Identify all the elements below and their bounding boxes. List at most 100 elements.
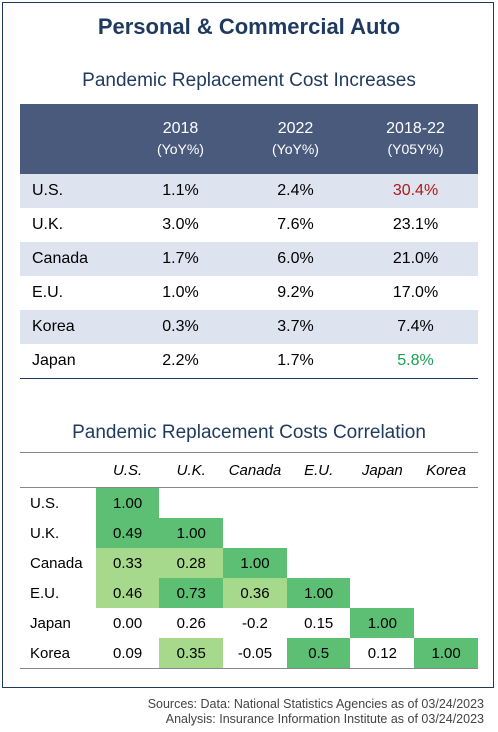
corr-cell: 0.49: [95, 518, 160, 548]
value-cell: 6.0%: [238, 242, 353, 276]
table1-header-2022: 2022 (YoY%): [238, 104, 353, 174]
value-cell: 1.7%: [123, 242, 238, 276]
row-label: E.U.: [30, 584, 60, 602]
corr-cell: [350, 518, 414, 548]
col-header: Canada: [223, 452, 287, 488]
header-label: 2022: [277, 120, 314, 137]
col-header: U.K.: [159, 452, 224, 488]
col-header: Japan: [350, 452, 415, 488]
corr-cell: 1.00: [223, 548, 287, 578]
corr-cell: [414, 608, 478, 638]
table1-header-row: 2018 (YoY%) 2022 (YoY%) 2018-22 (Y05Y%): [20, 104, 478, 174]
corr-cell: [287, 488, 351, 519]
corr-cell: 0.12: [350, 638, 415, 669]
header-sub: (YoY%): [157, 141, 204, 157]
corr-cell: 0.00: [113, 614, 143, 632]
value-cell-highlight: 30.4%: [353, 174, 478, 208]
table2-row-canada: Canada 0.33 0.28 1.00: [20, 548, 478, 578]
table2-row-korea: Korea 0.09 0.35 -0.05 0.5 0.12 1.00: [20, 638, 478, 669]
country-cell: U.S.: [20, 174, 123, 208]
row-label: U.K.: [30, 524, 60, 542]
corr-cell: [414, 518, 478, 548]
value-cell: 1.1%: [123, 174, 238, 208]
col-header: E.U.: [286, 452, 351, 488]
header-sub: (Y05Y%): [387, 141, 444, 157]
corr-cell: [350, 548, 414, 578]
table2-row-japan: Japan 0.00 0.26 -0.2 0.15 1.00: [20, 608, 478, 638]
corr-cell: 0.73: [159, 578, 224, 608]
value-cell: 9.2%: [277, 284, 314, 301]
table1-header-2018: 2018 (YoY%): [123, 104, 238, 174]
table1-header-empty: [20, 104, 123, 174]
table2-header-empty: [20, 452, 96, 488]
col-header: U.S.: [95, 452, 160, 488]
country-cell: Korea: [20, 310, 123, 344]
corr-cell: [350, 488, 414, 519]
value-cell: 2.2%: [123, 344, 238, 379]
value-cell: 1.0%: [162, 284, 199, 301]
table1-row-canada: Canada 1.7% 6.0% 21.0%: [20, 242, 478, 276]
corr-cell: [414, 548, 478, 578]
corr-cell: [159, 488, 223, 519]
correlation-table: U.S. U.K. Canada E.U. Japan Korea U.S. 1…: [20, 452, 478, 669]
row-label: Canada: [30, 554, 83, 572]
corr-cell: -0.2: [242, 614, 268, 632]
table1-row-japan: Japan 2.2% 1.7% 5.8%: [20, 344, 478, 379]
corr-cell: [287, 548, 351, 578]
corr-cell: [414, 488, 478, 519]
country-cell: E.U.: [32, 284, 64, 301]
table2-title: Pandemic Replacement Costs Correlation: [72, 422, 426, 443]
table1-row-uk: U.K. 3.0% 7.6% 23.1%: [20, 208, 478, 242]
row-label: Japan: [30, 614, 71, 632]
table2-row-uk: U.K. 0.49 1.00: [20, 518, 478, 548]
corr-cell: [223, 518, 287, 548]
page-title: Personal & Commercial Auto: [97, 14, 401, 39]
row-label: Korea: [20, 638, 96, 669]
country-cell: Canada: [20, 242, 123, 276]
corr-cell: 0.35: [159, 638, 224, 669]
sources-note: Sources: Data: National Statistics Agenc…: [148, 697, 484, 727]
value-cell: 17.0%: [392, 284, 439, 301]
corr-cell: [414, 578, 478, 608]
table1-row-korea: Korea 0.3% 3.7% 7.4%: [20, 310, 478, 344]
table1-row-us: U.S. 1.1% 2.4% 30.4%: [20, 174, 478, 208]
corr-cell: 0.15: [304, 614, 334, 632]
corr-cell: 1.00: [159, 518, 224, 548]
table1-header-2018-22: 2018-22 (Y05Y%): [353, 104, 478, 174]
corr-cell: 0.36: [223, 578, 287, 608]
value-cell: 7.4%: [353, 310, 478, 344]
analysis-line: Analysis: Insurance Information Institut…: [165, 712, 484, 726]
corr-cell: 1.00: [414, 638, 478, 669]
corr-cell: 0.26: [176, 614, 206, 632]
value-cell-highlight: 5.8%: [353, 344, 478, 379]
country-cell: U.K.: [32, 216, 64, 233]
table1-title: Pandemic Replacement Cost Increases: [82, 70, 416, 91]
table1-row-eu: E.U. 1.0% 9.2% 17.0%: [20, 276, 478, 310]
corr-cell: [223, 488, 287, 519]
corr-cell: [287, 518, 351, 548]
value-cell: 3.7%: [238, 310, 353, 344]
table2-row-eu: E.U. 0.46 0.73 0.36 1.00: [20, 578, 478, 608]
corr-cell: 0.28: [159, 548, 224, 578]
infographic-frame: [2, 2, 494, 688]
corr-cell: 1.00: [350, 608, 415, 638]
header-label: 2018: [162, 120, 199, 137]
header-label: 2018-22: [386, 120, 445, 137]
value-cell: 23.1%: [392, 216, 439, 233]
replacement-cost-table: 2018 (YoY%) 2022 (YoY%) 2018-22 (Y05Y%) …: [20, 104, 478, 379]
corr-cell: 1.00: [95, 487, 160, 518]
value-cell: 3.0%: [162, 216, 199, 233]
corr-cell: 0.33: [95, 548, 160, 578]
corr-cell: 0.46: [95, 578, 160, 608]
row-label: U.S.: [30, 494, 60, 512]
header-sub: (YoY%): [272, 141, 319, 157]
corr-cell: [350, 578, 414, 608]
value-cell: 2.4%: [238, 174, 353, 208]
corr-cell: 0.5: [286, 638, 351, 669]
corr-cell: 1.00: [286, 578, 351, 608]
table2-header-row: U.S. U.K. Canada E.U. Japan Korea: [20, 452, 478, 488]
value-cell: 7.6%: [277, 216, 314, 233]
table2-row-us: U.S. 1.00: [20, 487, 478, 519]
country-cell: Japan: [20, 344, 123, 379]
col-header: Korea: [414, 452, 478, 488]
